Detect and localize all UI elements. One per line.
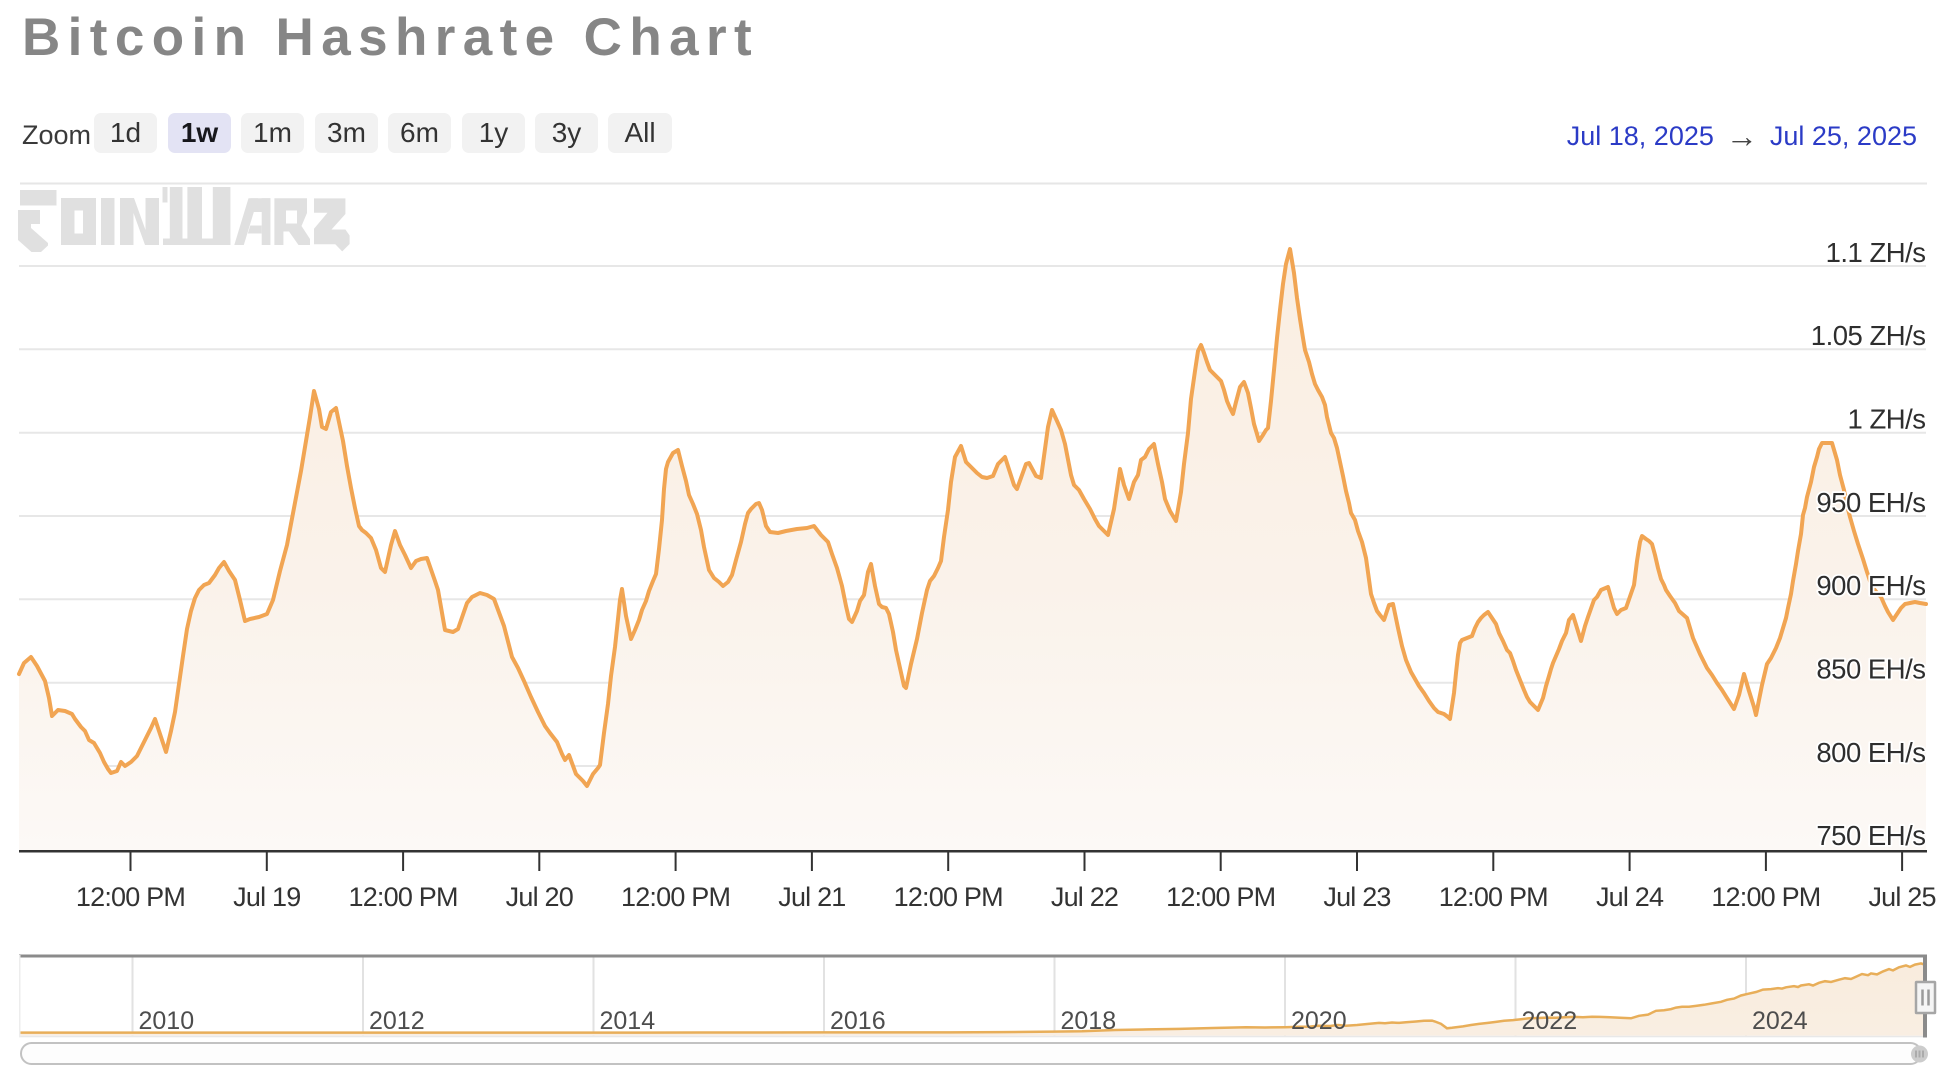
svg-text:12:00 PM: 12:00 PM [1711,882,1820,912]
svg-text:2018: 2018 [1061,1007,1117,1035]
svg-text:Jul 24: Jul 24 [1596,882,1664,912]
svg-text:1 ZH/s: 1 ZH/s [1848,404,1926,435]
svg-text:Jul 19: Jul 19 [233,882,300,912]
svg-text:Jul 25: Jul 25 [1868,882,1935,912]
svg-text:750 EH/s: 750 EH/s [1816,820,1925,851]
svg-text:Jul 20: Jul 20 [506,882,573,912]
svg-text:2010: 2010 [139,1007,195,1035]
svg-text:12:00 PM: 12:00 PM [349,882,458,912]
svg-text:12:00 PM: 12:00 PM [1439,882,1548,912]
svg-text:12:00 PM: 12:00 PM [76,882,185,912]
svg-text:2012: 2012 [369,1007,425,1035]
svg-text:12:00 PM: 12:00 PM [1166,882,1275,912]
svg-text:2020: 2020 [1291,1007,1347,1035]
svg-text:2022: 2022 [1522,1007,1578,1035]
svg-text:1.05 ZH/s: 1.05 ZH/s [1811,320,1926,351]
svg-text:Jul 21: Jul 21 [778,882,845,912]
svg-text:Jul 23: Jul 23 [1323,882,1390,912]
svg-text:900 EH/s: 900 EH/s [1816,570,1925,601]
svg-text:1.1 ZH/s: 1.1 ZH/s [1826,237,1926,268]
svg-text:850 EH/s: 850 EH/s [1816,654,1925,685]
svg-text:12:00 PM: 12:00 PM [621,882,730,912]
svg-text:800 EH/s: 800 EH/s [1816,737,1925,768]
svg-text:2014: 2014 [600,1007,656,1035]
svg-text:2024: 2024 [1752,1007,1808,1035]
svg-text:Jul 22: Jul 22 [1051,882,1118,912]
svg-text:950 EH/s: 950 EH/s [1816,487,1925,518]
svg-text:12:00 PM: 12:00 PM [894,882,1003,912]
svg-text:2016: 2016 [830,1007,886,1035]
